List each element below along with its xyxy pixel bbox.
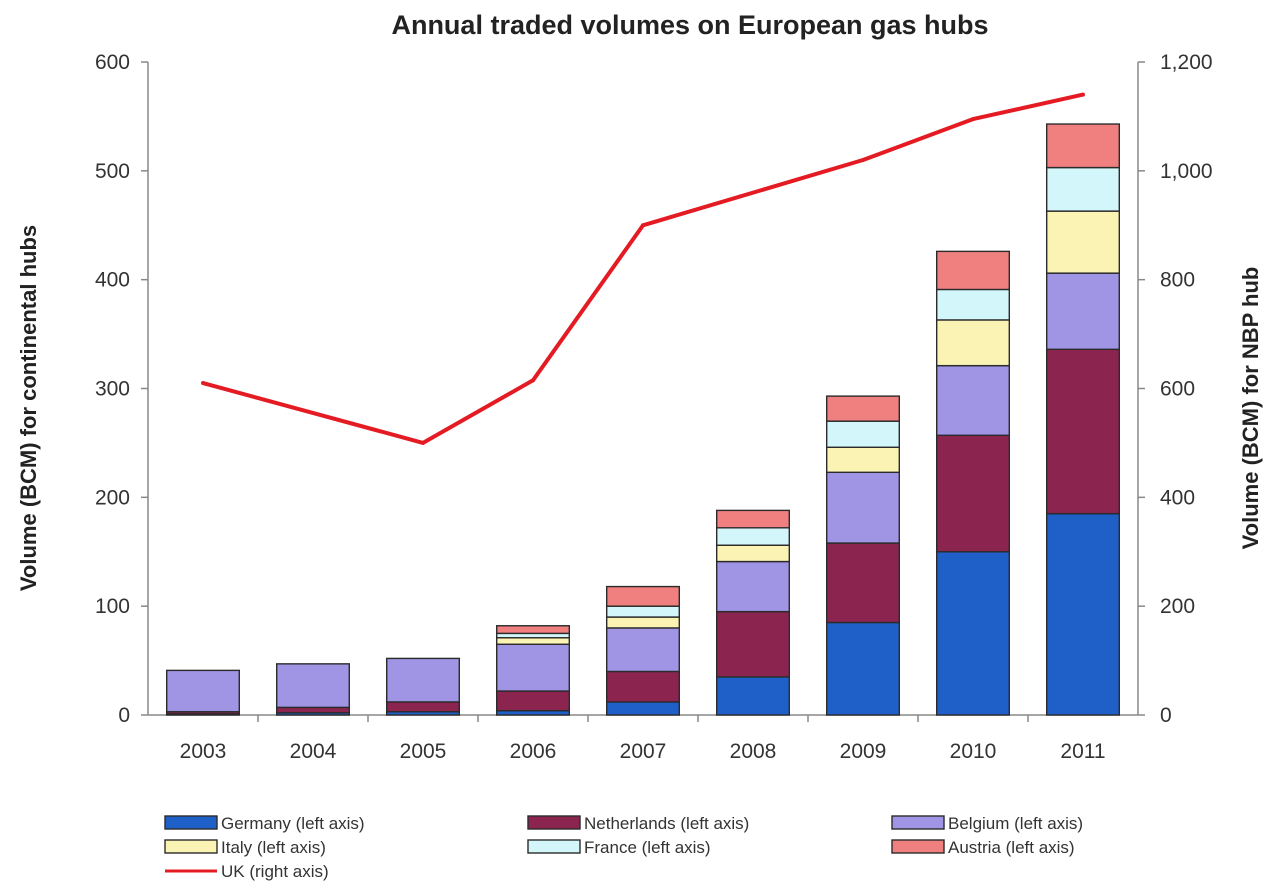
legend-label-germany: Germany (left axis) <box>221 814 365 833</box>
x-tick-label: 2004 <box>290 740 337 763</box>
bar-belgium-2003 <box>165 669 240 713</box>
plot-area: 0 100 200 300 400 500 600 0 200 400 600 800 1,000 1,2… <box>95 51 1213 763</box>
bar-belgium-2004 <box>276 663 351 709</box>
x-tick-label: 2003 <box>180 740 227 763</box>
bar-italy-2009 <box>826 446 901 474</box>
bar-germany-2008 <box>716 676 791 716</box>
bar-france-2010 <box>936 288 1011 321</box>
bar-austria-2011 <box>1045 123 1120 169</box>
bar-italy-2010 <box>936 319 1011 367</box>
bar-netherlands-2007 <box>606 670 681 703</box>
point-uk-2003 <box>201 381 205 386</box>
right-tick-label: 0 <box>1160 704 1172 727</box>
bar-austria-2006 <box>496 625 571 635</box>
x-tick-label: 2010 <box>950 740 997 763</box>
right-tick-label: 200 <box>1160 595 1195 618</box>
bar-netherlands-2010 <box>936 434 1011 553</box>
bar-italy-2008 <box>716 544 791 563</box>
legend-swatch-germany <box>164 815 218 830</box>
bar-belgium-2006 <box>496 643 571 692</box>
bar-italy-2011 <box>1045 210 1120 274</box>
legend-label-france: France (left axis) <box>584 838 711 857</box>
legend-swatch-belgium <box>891 815 945 830</box>
bar-germany-2007 <box>606 701 681 716</box>
left-tick-label: 200 <box>95 486 130 509</box>
point-uk-2011 <box>1081 92 1085 97</box>
bar-austria-2007 <box>606 585 681 607</box>
bar-belgium-2010 <box>936 364 1011 436</box>
x-tick-label: 2011 <box>1060 740 1105 763</box>
x-tick-label: 2008 <box>730 740 777 763</box>
left-axis-title: Volume (BCM) for continental hubs <box>16 225 41 591</box>
bar-belgium-2009 <box>826 471 901 544</box>
bar-germany-2009 <box>826 621 901 716</box>
bar-belgium-2011 <box>1045 272 1120 351</box>
legend-label-italy: Italy (left axis) <box>221 838 326 857</box>
legend-label-austria: Austria (left axis) <box>948 838 1075 857</box>
left-tick-label: 100 <box>95 595 130 618</box>
bar-belgium-2007 <box>606 627 681 673</box>
left-tick-label: 600 <box>95 51 130 74</box>
chart-title: Annual traded volumes on European gas hu… <box>391 10 988 40</box>
right-tick-label: 400 <box>1160 486 1195 509</box>
point-uk-2007 <box>641 223 645 228</box>
x-tick-label: 2007 <box>620 740 667 763</box>
legend-label-belgium: Belgium (left axis) <box>948 814 1083 833</box>
left-tick-label: 0 <box>118 704 130 727</box>
bar-netherlands-2004 <box>276 706 351 714</box>
bar-france-2009 <box>826 420 901 448</box>
legend-label-netherlands: Netherlands (left axis) <box>584 814 749 833</box>
legend-swatch-austria <box>891 839 945 854</box>
bar-belgium-2008 <box>716 560 791 613</box>
bar-france-2011 <box>1045 166 1120 212</box>
right-axis-title: Volume (BCM) for NBP hub <box>1238 267 1263 550</box>
bar-netherlands-2011 <box>1045 348 1120 515</box>
bar-netherlands-2008 <box>716 610 791 678</box>
legend: Germany (left axis) Netherlands (left axi… <box>164 814 1083 881</box>
bar-germany-2011 <box>1045 512 1120 716</box>
bar-netherlands-2005 <box>386 701 461 713</box>
bar-netherlands-2006 <box>496 690 571 712</box>
point-uk-2010 <box>971 117 975 122</box>
left-tick-label: 500 <box>95 160 130 183</box>
right-tick-label: 800 <box>1160 269 1195 292</box>
right-tick-label: 1,000 <box>1160 160 1213 183</box>
bar-italy-2006 <box>496 637 571 645</box>
x-tick-label: 2009 <box>840 740 887 763</box>
bar-austria-2009 <box>826 395 901 422</box>
bar-austria-2008 <box>716 509 791 529</box>
bar-france-2007 <box>606 605 681 618</box>
right-tick-label: 600 <box>1160 378 1195 401</box>
legend-swatch-italy <box>164 839 218 854</box>
bar-belgium-2005 <box>386 657 461 703</box>
right-tick-label: 1,200 <box>1160 51 1213 74</box>
left-tick-label: 400 <box>95 269 130 292</box>
legend-swatch-france <box>527 839 581 854</box>
point-uk-2006 <box>531 378 535 383</box>
point-uk-2005 <box>421 440 425 445</box>
bar-austria-2010 <box>936 250 1011 291</box>
x-tick-label: 2006 <box>510 740 557 763</box>
bar-germany-2010 <box>936 551 1011 716</box>
left-tick-label: 300 <box>95 378 130 401</box>
point-uk-2009 <box>861 157 865 162</box>
bar-netherlands-2009 <box>826 542 901 624</box>
legend-swatch-netherlands <box>527 815 581 830</box>
bar-italy-2007 <box>606 616 681 629</box>
legend-label-uk: UK (right axis) <box>221 862 329 881</box>
bar-france-2008 <box>716 527 791 546</box>
x-tick-label: 2005 <box>400 740 447 763</box>
